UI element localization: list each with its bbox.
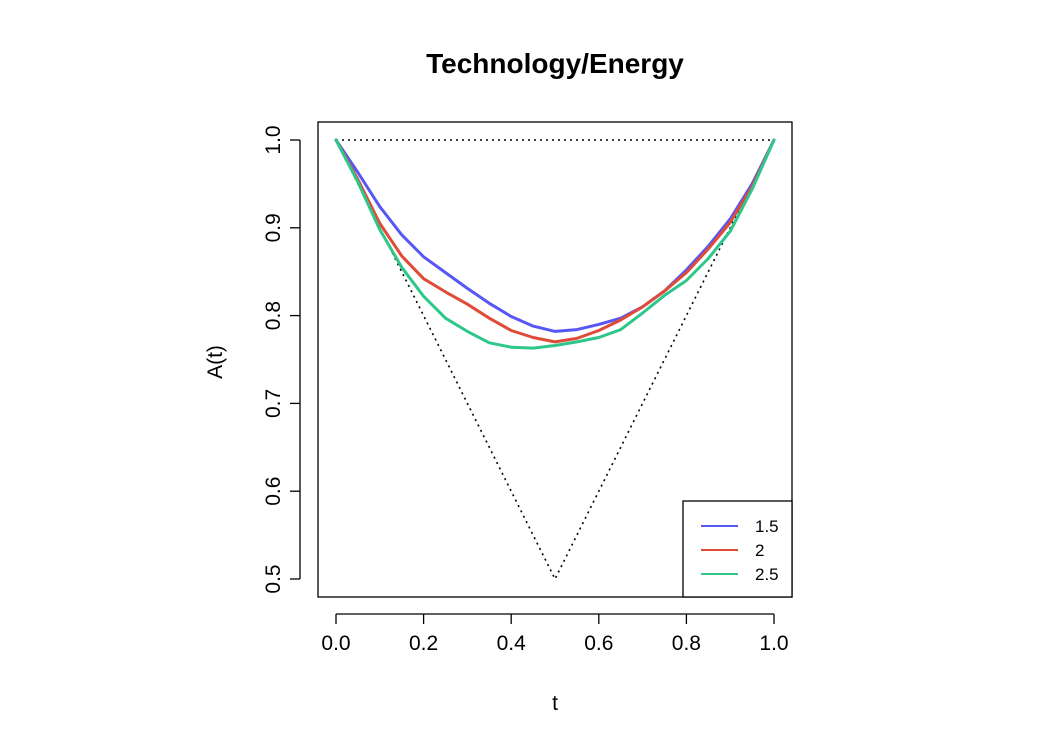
x-tick-label-5: 1.0 <box>759 632 788 655</box>
x-tick-label-4: 0.8 <box>672 632 701 655</box>
y-tick-label-3: 0.8 <box>262 301 285 330</box>
legend-label-2.5: 2.5 <box>755 565 779 584</box>
plot-area: 0.0 0.2 0.4 0.6 0.8 1.0 0.5 0.6 0.7 0.8 0.9 1.0 1.5 2… <box>262 121 793 655</box>
x-tick-label-0: 0.0 <box>321 632 350 655</box>
legend-label-1.5: 1.5 <box>755 517 779 536</box>
series-line-2.5 <box>334 138 776 350</box>
series-line-1.5 <box>334 138 776 333</box>
y-tick-label-1: 0.6 <box>262 477 285 506</box>
x-tick-label-3: 0.6 <box>584 632 613 655</box>
series-line-2 <box>334 138 776 344</box>
y-tick-label-0: 0.5 <box>262 564 285 593</box>
plot-frame <box>317 121 793 598</box>
chart-title: Technology/Energy <box>426 48 684 79</box>
legend-label-2: 2 <box>755 541 764 560</box>
y-axis-label: A(t) <box>204 345 227 379</box>
x-axis-label: t <box>552 692 558 715</box>
x-tick-label-2: 0.4 <box>497 632 527 655</box>
y-tick-label-4: 0.9 <box>262 213 285 242</box>
x-tick-label-1: 0.2 <box>409 632 438 655</box>
reference-line-1 <box>335 139 775 581</box>
y-tick-label-2: 0.7 <box>262 389 285 418</box>
y-tick-label-5: 1.0 <box>262 125 285 154</box>
